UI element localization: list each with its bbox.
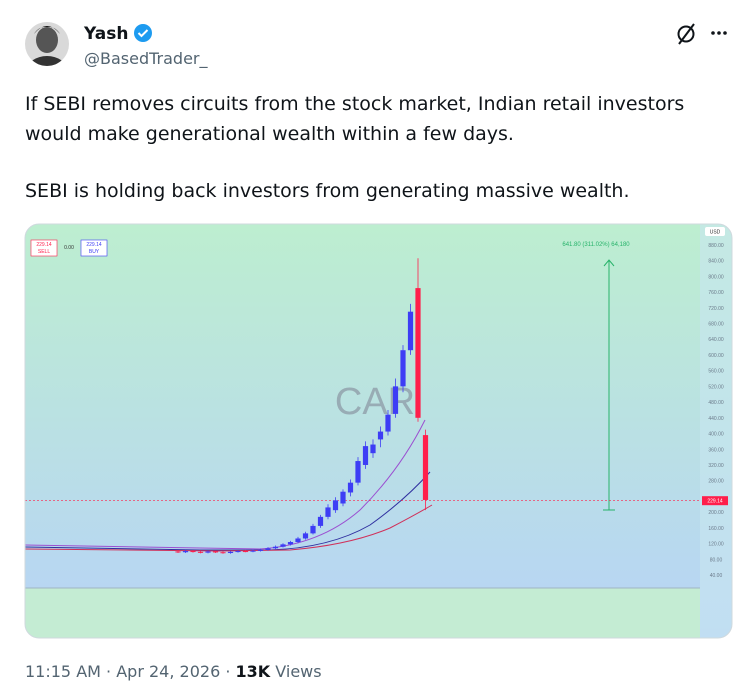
candle-body [280,544,286,547]
time[interactable]: 11:15 AM [25,662,101,681]
y-tick-label: 320.00 [708,463,724,469]
y-tick-label: 80.00 [710,557,723,563]
spread: 0.00 [64,245,74,251]
candle-body [317,516,324,526]
view-count[interactable]: 13K [236,662,271,681]
candle-body [220,552,226,554]
currency: USD [710,230,721,236]
candle-body [212,551,219,553]
order-buttons[interactable]: 229.14 SELL 0.00 229.14 BUY [30,239,108,257]
y-tick-label: 400.00 [708,432,724,438]
y-tick-label: 360.00 [708,447,724,453]
media-chart[interactable]: CAR 641.80 (311.02%) 64,180 USD 229.14 S… [25,224,732,638]
price-axis [700,224,732,638]
candle-body [287,542,294,545]
last-price-box [702,496,728,506]
y-tick-label: 520.00 [708,384,724,390]
candle-body [205,551,211,553]
watermark: CAR [335,381,415,423]
candle-body [415,288,421,418]
y-tick-label: 880.00 [708,243,724,249]
measure-label: 641.80 (311.02%) 64,180 [562,242,630,248]
grok-icon[interactable] [677,23,695,45]
candle-body [355,461,361,483]
candle-body [242,551,249,553]
y-tick-label: 160.00 [708,526,724,532]
sell-label: SELL [38,249,50,255]
verified-badge [134,24,152,42]
currency-box[interactable] [705,227,725,236]
candle-body [377,431,384,440]
separator: · [106,662,111,681]
measure-arrow [603,259,615,511]
candle-body [407,311,414,351]
tweet-line: would make generational wealth within a … [25,123,514,145]
candle-body [392,386,399,414]
sell-price: 229.14 [36,242,52,248]
author-name[interactable]: Yash [83,24,128,44]
candle-body [227,551,234,554]
candle-body [370,444,376,454]
candle-body [295,538,301,543]
candle-body [250,550,256,552]
y-tick-label: 840.00 [708,259,724,265]
y-tick-label: 280.00 [708,479,724,485]
timestamp: 11:15 AM · Apr 24, 2026 · 13K Views [25,662,322,681]
candle-body [265,548,271,550]
y-tick-label: 560.00 [708,369,724,375]
y-tick-label: 440.00 [708,416,724,422]
more-icon[interactable] [711,31,727,35]
y-tick-label: 480.00 [708,400,724,406]
avatar[interactable] [25,22,69,84]
y-tick-label: 600.00 [708,353,724,359]
y-tick-label: 760.00 [708,290,724,296]
media-border [24,223,733,639]
tweet-line: SEBI is holding back investors from gene… [25,180,630,202]
candle-body [235,551,241,553]
last-price-label: 229.14 [707,499,723,505]
buy-label: BUY [89,249,100,255]
candle-body [332,500,339,511]
y-tick-label: 720.00 [708,306,724,312]
y-tick-label: 120.00 [708,542,724,548]
candle-body [310,525,316,534]
author-handle[interactable]: @BasedTrader_ [84,49,209,69]
views-label: Views [275,662,321,681]
candle-body [197,551,204,553]
candle-body [400,350,406,387]
y-tick-label: 800.00 [708,274,724,280]
tweet-line: If SEBI removes circuits from the stock … [25,93,684,115]
candle-body [347,482,354,493]
y-tick-label: 200.00 [708,510,724,516]
candle-body [385,414,391,432]
ma-line [25,471,431,551]
candle-body [340,491,346,504]
volume-pane [25,588,700,638]
candle-body [272,546,279,549]
candle-body [362,446,369,465]
candle-body [182,551,189,553]
ma-line [25,504,433,552]
candle-body [302,533,309,539]
y-tick-label: 680.00 [708,321,724,327]
chart-background [25,224,732,638]
y-tick-label: 640.00 [708,337,724,343]
separator: · [225,662,230,681]
candle-body [325,507,331,517]
candle-body [190,551,196,553]
candle-body [422,435,429,500]
candle-body [257,549,264,551]
tweet-text: If SEBI removes circuits from the stock … [25,93,684,202]
y-tick-label: 40.00 [710,573,723,579]
buy-price: 229.14 [86,242,102,248]
date[interactable]: Apr 24, 2026 [116,662,220,681]
candle-body [175,551,181,553]
